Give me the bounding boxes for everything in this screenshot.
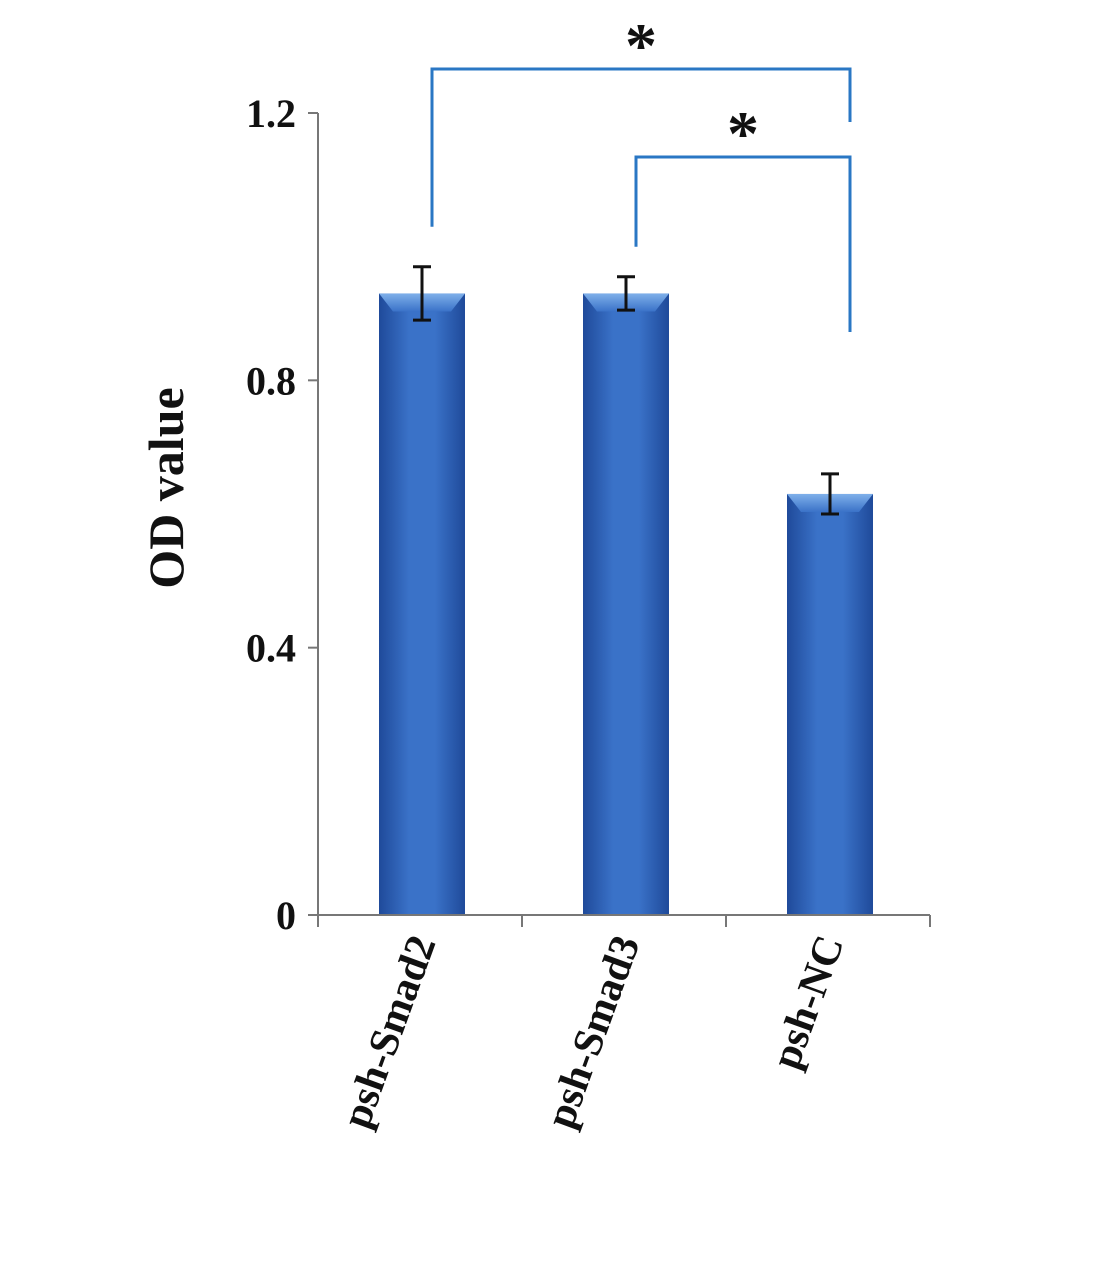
y-tick-label: 1.2	[246, 91, 296, 136]
x-ticks-group: psh-Smad2 psh-Smad3 psh-NC	[317, 915, 931, 1134]
bar	[787, 493, 873, 915]
x-category-label: psh-NC	[763, 930, 853, 1075]
y-axis-title: OD value	[138, 387, 194, 588]
bars-group	[379, 293, 873, 915]
significance-brackets: **	[430, 10, 852, 332]
y-ticks-group: 0 0.4 0.8 1.2	[246, 91, 318, 938]
bar	[379, 293, 465, 915]
x-category-label: psh-Smad2	[334, 930, 446, 1134]
error-bars-group	[413, 265, 839, 516]
y-tick-label: 0.8	[246, 358, 296, 403]
y-tick-label: 0	[276, 893, 296, 938]
significance-star: *	[727, 98, 759, 169]
significance-bracket	[430, 67, 852, 227]
significance-bracket	[634, 155, 852, 332]
y-tick-label: 0.4	[246, 626, 296, 671]
significance-star: *	[625, 10, 657, 81]
bar	[583, 293, 669, 915]
x-category-label: psh-Smad3	[538, 930, 650, 1134]
